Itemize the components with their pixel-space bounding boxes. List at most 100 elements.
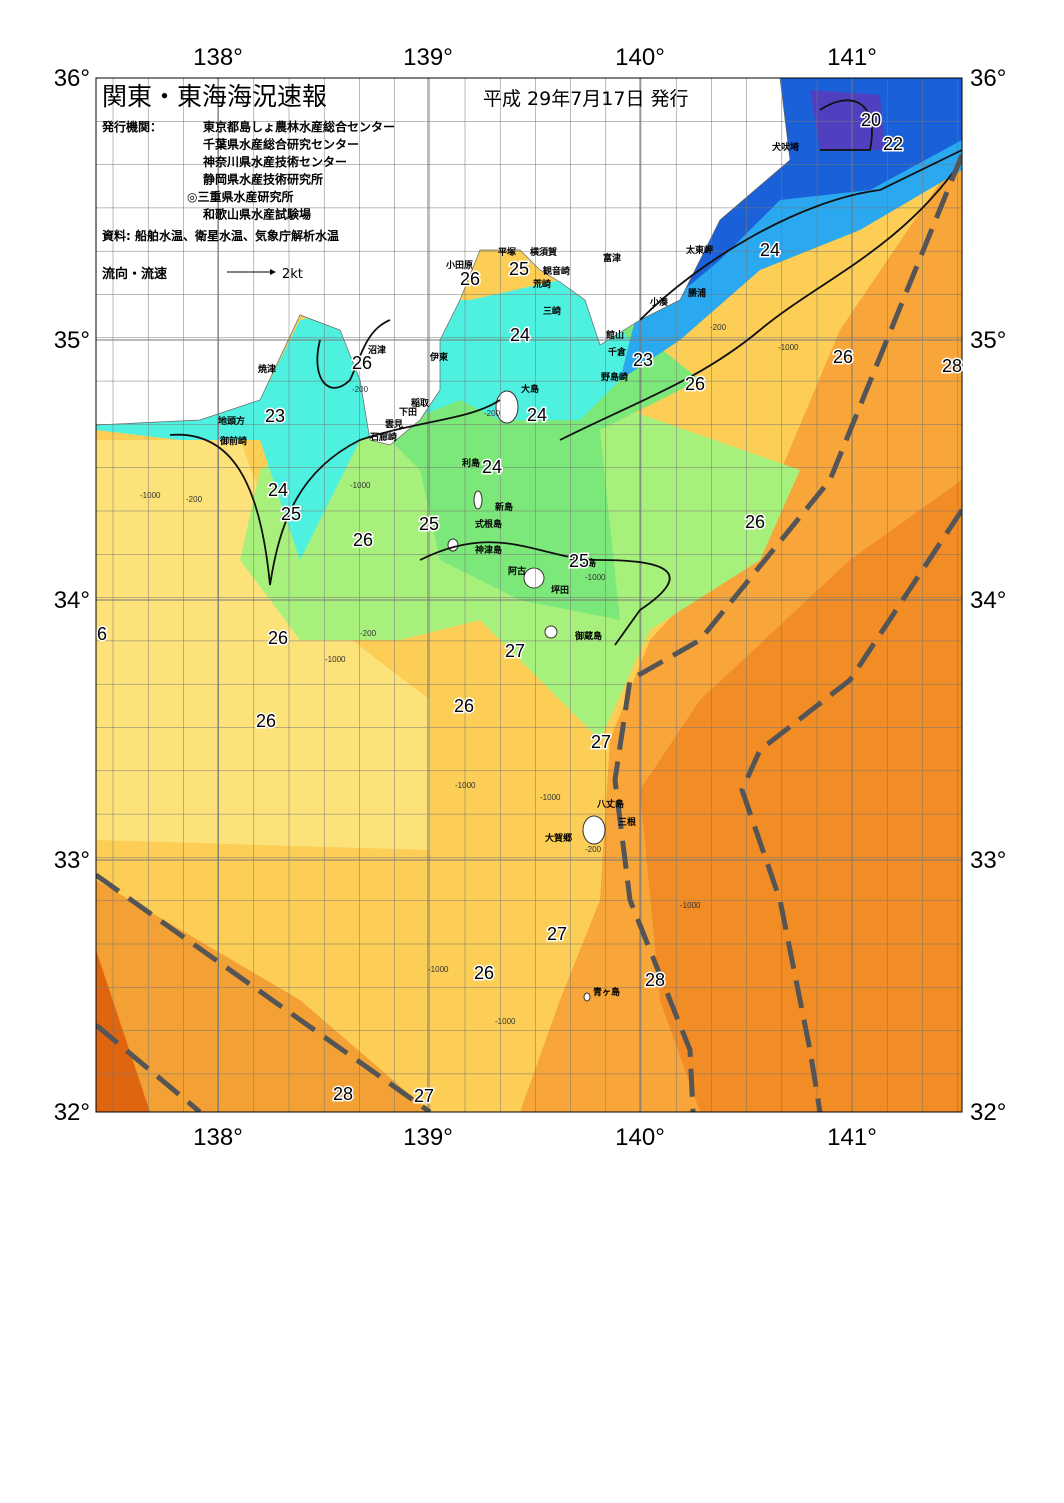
temperature-label: 24 bbox=[268, 480, 288, 500]
place-name: 千倉 bbox=[608, 346, 627, 358]
place-name: 三根 bbox=[618, 816, 637, 828]
legend-label: 流向・流速 bbox=[102, 266, 167, 282]
temperature-label: 25 bbox=[281, 504, 301, 524]
temperature-label: 27 bbox=[505, 641, 525, 661]
temperature-label: 25 bbox=[419, 514, 439, 534]
longitude-label: 141° bbox=[827, 1124, 877, 1151]
place-name: 伊東 bbox=[429, 351, 448, 363]
longitude-label: 140° bbox=[615, 1124, 665, 1151]
place-name: 青ヶ島 bbox=[593, 986, 620, 998]
temperature-label: 27 bbox=[414, 1086, 434, 1106]
sources: 資料: 船舶水温、衛星水温、気象庁解析水温 bbox=[102, 228, 339, 243]
place-name: 平塚 bbox=[498, 246, 516, 258]
temperature-label: 24 bbox=[527, 405, 547, 425]
temperature-label: 26 bbox=[256, 711, 276, 731]
temperature-label: 26 bbox=[268, 628, 288, 648]
issuer: 東京都島しょ農林水産総合センター bbox=[203, 119, 395, 134]
place-name: 下田 bbox=[399, 407, 417, 418]
temperature-label: 23 bbox=[633, 350, 653, 370]
longitude-label: 139° bbox=[403, 44, 453, 71]
temperature-label: 22 bbox=[883, 134, 903, 154]
place-name: 稲取 bbox=[411, 397, 430, 409]
depth-label: -1000 bbox=[680, 901, 701, 910]
temperature-label: 27 bbox=[591, 732, 611, 752]
depth-label: -200 bbox=[710, 323, 727, 332]
longitude-label: 140° bbox=[615, 44, 665, 71]
temperature-label: 27 bbox=[547, 924, 567, 944]
temperature-label: 26 bbox=[685, 374, 705, 394]
place-name: 利島 bbox=[461, 457, 480, 469]
latitude-label: 34° bbox=[54, 587, 90, 614]
sea-surface bbox=[96, 78, 962, 1112]
temperature-label: 26 bbox=[352, 353, 372, 373]
temperature-label: 25 bbox=[509, 259, 529, 279]
temperature-label: 28 bbox=[333, 1084, 353, 1104]
place-name: 沼津 bbox=[368, 344, 386, 356]
issuer: 静岡県水産技術研究所 bbox=[203, 172, 323, 187]
place-name: 富津 bbox=[603, 252, 621, 264]
depth-label: -1000 bbox=[585, 573, 606, 582]
temperature-label: 28 bbox=[645, 970, 665, 990]
place-name: 野島崎 bbox=[601, 371, 628, 383]
legend-arrowhead bbox=[270, 269, 276, 275]
place-name: 三崎 bbox=[543, 305, 561, 317]
place-name: 館山 bbox=[605, 329, 624, 341]
longitude-label: 138° bbox=[193, 1124, 243, 1151]
place-name: 犬吠埼 bbox=[771, 141, 799, 153]
place-name: 大島 bbox=[521, 383, 539, 395]
issuer: ◎三重県水産研究所 bbox=[187, 189, 293, 204]
issuer-label: 発行機関： bbox=[101, 119, 162, 134]
temperature-label: 24 bbox=[760, 240, 780, 260]
depth-label: -1000 bbox=[350, 481, 371, 490]
longitude-label: 141° bbox=[827, 44, 877, 71]
legend-speed: 2kt bbox=[282, 267, 303, 282]
temperature-label: 25 bbox=[569, 551, 589, 571]
place-name: 太東岬 bbox=[685, 244, 713, 256]
depth-label: -200 bbox=[585, 845, 602, 854]
depth-label: -1000 bbox=[778, 343, 799, 352]
depth-label: -1000 bbox=[428, 965, 449, 974]
depth-label: -200 bbox=[484, 409, 501, 418]
place-name: 小湊 bbox=[649, 296, 669, 308]
latitude-label: 35° bbox=[970, 327, 1006, 354]
depth-label: -200 bbox=[352, 385, 369, 394]
map-frame bbox=[95, 77, 963, 1113]
place-name: 地頭方 bbox=[218, 415, 245, 427]
temperature-label: 20 bbox=[861, 110, 881, 130]
place-name: 八丈島 bbox=[596, 798, 624, 810]
temperature-label: 26 bbox=[353, 530, 373, 550]
latitude-label: 32° bbox=[970, 1099, 1006, 1126]
depth-label: -200 bbox=[360, 629, 377, 638]
place-name: 三宅島 bbox=[569, 557, 596, 569]
issue-date: 平成 29年7月17日 発行 bbox=[483, 88, 689, 110]
place-name: 式根島 bbox=[475, 518, 502, 530]
depth-label: -1000 bbox=[140, 491, 161, 500]
place-name: 御蔵島 bbox=[574, 630, 602, 642]
latitude-label: 36° bbox=[970, 65, 1006, 92]
temperature-label: 26 bbox=[474, 963, 494, 983]
latitude-label: 35° bbox=[54, 327, 90, 354]
longitude-label: 139° bbox=[403, 1124, 453, 1151]
latitude-label: 34° bbox=[970, 587, 1006, 614]
place-name: 勝浦 bbox=[688, 287, 706, 299]
temperature-label: 6 bbox=[97, 624, 107, 644]
place-name: 荒崎 bbox=[532, 278, 551, 290]
temperature-label: 26 bbox=[833, 347, 853, 367]
place-name: 新島 bbox=[495, 501, 513, 513]
longitude-label: 138° bbox=[193, 44, 243, 71]
temperature-label: 23 bbox=[265, 406, 285, 426]
depth-label: -1000 bbox=[540, 793, 561, 802]
depth-label: -1000 bbox=[495, 1017, 516, 1026]
depth-label: -1000 bbox=[455, 781, 476, 790]
place-name: 阿古 bbox=[508, 565, 526, 577]
place-name: 大賀郷 bbox=[545, 832, 572, 844]
issuer: 和歌山県水産試験場 bbox=[202, 207, 311, 222]
temperature-label: 26 bbox=[460, 269, 480, 289]
place-name: 小田原 bbox=[445, 259, 473, 271]
title: 関東・東海海況速報 bbox=[102, 82, 327, 111]
latitude-label: 36° bbox=[54, 65, 90, 92]
latitude-label: 33° bbox=[970, 847, 1006, 874]
place-name: 御前崎 bbox=[219, 435, 247, 447]
temperature-label: 26 bbox=[745, 512, 765, 532]
